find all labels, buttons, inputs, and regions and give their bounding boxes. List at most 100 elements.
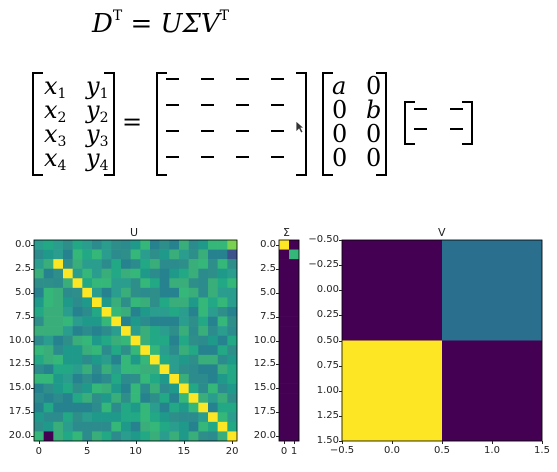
heatmap-cell — [43, 249, 54, 260]
y-tick-mark — [31, 316, 34, 318]
heatmap-cell — [188, 326, 199, 337]
heatmap-cell — [140, 383, 151, 394]
heatmap-cell — [179, 335, 189, 346]
heatmap-cell — [188, 249, 199, 260]
placeholder-dash — [166, 130, 179, 132]
heatmap-cell — [159, 354, 170, 365]
heatmap-cell — [150, 393, 160, 404]
heatmap-cell — [53, 249, 64, 260]
heatmap-cell — [43, 278, 54, 289]
heatmap-cell — [208, 259, 218, 270]
heatmap-cell — [159, 326, 170, 337]
heatmap-cell — [111, 259, 122, 270]
heatmap-cell — [140, 412, 151, 423]
heatmap-cell — [34, 240, 44, 250]
heatmap-cell — [198, 249, 209, 260]
heatmap-cell — [217, 268, 228, 279]
y-tick-label: 15.0 — [8, 382, 31, 394]
heatmap-cell — [217, 345, 228, 356]
heatmap-cell — [82, 240, 93, 250]
heatmap-cell — [198, 345, 209, 356]
heatmap-cell — [101, 412, 112, 423]
heatmap-cell — [169, 393, 180, 404]
heatmap-cell — [82, 402, 93, 413]
heatmap-cell — [63, 374, 73, 384]
heatmap-cell — [150, 297, 160, 308]
x-tick-mark — [392, 441, 393, 444]
heatmap-cell — [34, 297, 44, 308]
heatmap-cell — [227, 307, 238, 317]
heatmap-cell — [72, 402, 83, 413]
y-tick-mark — [339, 265, 342, 267]
heatmap-cell — [121, 393, 131, 404]
heatmap-cell — [279, 383, 290, 394]
heatmap-cell — [101, 240, 112, 250]
heatmap-cell — [289, 402, 300, 413]
heatmap-cell — [198, 297, 209, 308]
heatmap-cell — [82, 316, 93, 327]
heatmap-cell — [227, 268, 238, 279]
heatmap-cell — [92, 412, 102, 423]
y-tick-label: 0.00 — [316, 284, 339, 296]
heatmap-cell — [217, 240, 228, 250]
heatmap-cell — [150, 345, 160, 356]
heatmap-cell — [63, 240, 73, 250]
heatmap-cell — [227, 326, 238, 337]
heatmap-cell — [217, 316, 228, 327]
heatmap-cell — [130, 307, 141, 317]
heatmap-cell — [111, 354, 122, 365]
heatmap-cell — [159, 374, 170, 384]
sigma-cell: 0 — [366, 120, 382, 148]
heatmap-cell — [101, 249, 112, 260]
heatmap-cell — [130, 412, 141, 423]
heatmap-cell — [43, 316, 54, 327]
heatmap-cell — [101, 307, 112, 317]
y-tick-mark — [339, 441, 342, 442]
heatmap-cell — [227, 297, 238, 308]
heatmap-cell — [53, 287, 64, 298]
sigma-left-bracket — [322, 72, 333, 176]
heatmap-cell — [150, 431, 160, 442]
heatmap-cell — [227, 249, 238, 260]
heatmap-cell — [111, 335, 122, 346]
heatmap-cell — [227, 402, 238, 413]
heatmap-cell — [179, 287, 189, 298]
heatmap-cell — [198, 364, 209, 375]
heatmap-cell — [82, 345, 93, 356]
heatmap-cell — [188, 268, 199, 279]
heatmap-cell — [53, 297, 64, 308]
heatmap-cell — [227, 383, 238, 394]
heatmap-cell — [198, 421, 209, 432]
heatmap-cell — [169, 278, 180, 289]
placeholder-dash — [236, 78, 249, 80]
heatmap-cell — [121, 326, 131, 337]
heatmap-cell — [150, 240, 160, 250]
heatmap-cell — [188, 393, 199, 404]
heatmap-cell — [198, 402, 209, 413]
heatmap-cell — [111, 297, 122, 308]
heatmap-cell — [227, 345, 238, 356]
heatmap-cell — [150, 268, 160, 279]
y-tick-mark — [31, 412, 34, 414]
heatmap-cell — [227, 278, 238, 289]
heatmap-cell — [111, 249, 122, 260]
heatmap-cell — [72, 240, 83, 250]
matrix-cell: y4 — [86, 144, 109, 174]
heatmap-cell — [82, 393, 93, 404]
heatmap-cell — [121, 268, 131, 279]
placeholder-dash — [414, 128, 427, 130]
y-tick-mark — [339, 240, 342, 241]
heatmap-cell — [82, 364, 93, 375]
heatmap-cell — [43, 268, 54, 279]
heatmap-cell — [121, 402, 131, 413]
right-bracket — [104, 72, 115, 176]
heatmap-cell — [150, 278, 160, 289]
heatmap-cell — [179, 297, 189, 308]
heatmap-cell — [188, 421, 199, 432]
heatmap-cell — [159, 335, 170, 346]
y-tick-label: −0.25 — [308, 259, 339, 271]
heatmap-cell — [159, 412, 170, 423]
heatmap-cell — [198, 316, 209, 327]
heatmap-cell — [217, 374, 228, 384]
y-tick-label: 1.25 — [316, 409, 339, 421]
